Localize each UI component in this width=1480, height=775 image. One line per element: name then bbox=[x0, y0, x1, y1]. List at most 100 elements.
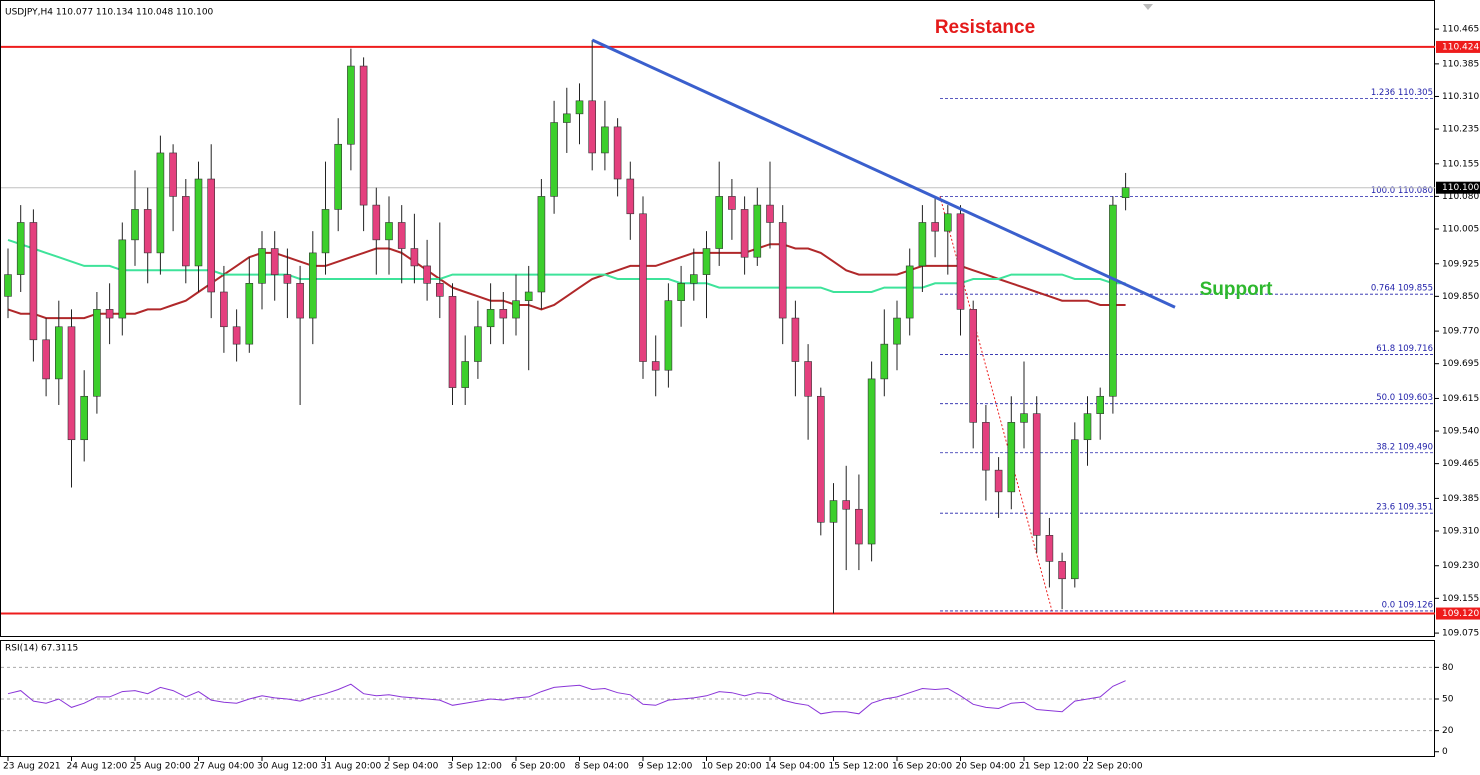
candle-body bbox=[1109, 204, 1117, 397]
candle-body bbox=[639, 213, 647, 362]
candle-body bbox=[410, 248, 419, 267]
candle-body bbox=[969, 309, 978, 423]
candle-body bbox=[67, 326, 76, 441]
resistance-label: Resistance bbox=[935, 17, 1035, 38]
candle-body bbox=[778, 222, 787, 319]
fib-label: 61.8 109.716 bbox=[1376, 344, 1433, 354]
candle-body bbox=[575, 100, 584, 115]
x-tick-label: 21 Sep 12:00 bbox=[1019, 762, 1079, 772]
candle-body bbox=[143, 209, 152, 254]
candle-body bbox=[1096, 395, 1104, 414]
candle-body bbox=[245, 283, 254, 345]
fib-label: 38.2 109.490 bbox=[1376, 442, 1433, 452]
x-tick-label: 3 Sep 12:00 bbox=[448, 762, 503, 772]
fib-label: 1.236 110.305 bbox=[1371, 88, 1433, 98]
y-tick-label: 109.465 bbox=[1442, 459, 1479, 469]
x-tick-label: 25 Aug 20:00 bbox=[130, 762, 191, 772]
candle-body bbox=[80, 395, 88, 441]
candle-body bbox=[372, 204, 381, 241]
rsi-label: RSI(14) 67.3115 bbox=[5, 644, 78, 654]
candle-body bbox=[118, 239, 127, 319]
candle-body bbox=[880, 343, 889, 380]
candle-body bbox=[499, 309, 508, 319]
candle-body bbox=[1121, 187, 1130, 199]
moving-average bbox=[7, 243, 1126, 320]
y-tick-label: 109.385 bbox=[1442, 494, 1479, 504]
candle-body bbox=[385, 222, 393, 241]
candle-body bbox=[4, 274, 12, 297]
candle-body bbox=[270, 248, 279, 275]
candle-body bbox=[893, 317, 901, 345]
candle-body bbox=[829, 500, 838, 523]
x-tick-label: 27 Aug 04:00 bbox=[194, 762, 255, 772]
candle-body bbox=[512, 300, 520, 319]
candle-body bbox=[867, 378, 876, 545]
candle-body bbox=[918, 222, 927, 267]
level-label: 109.120 bbox=[1442, 609, 1479, 619]
y-tick-label: 109.850 bbox=[1442, 292, 1479, 302]
candle-body bbox=[1020, 413, 1028, 423]
candle-body bbox=[448, 296, 457, 388]
candle-body bbox=[182, 196, 190, 267]
candle-body bbox=[804, 361, 812, 397]
candle-body bbox=[677, 283, 685, 301]
candle-body bbox=[207, 178, 215, 293]
candle-body bbox=[689, 274, 698, 284]
candle-body bbox=[651, 361, 660, 371]
rsi-tick-label: 50 bbox=[1442, 695, 1454, 705]
main-pane bbox=[0, 0, 1435, 637]
candle-body bbox=[435, 283, 444, 297]
candle-body bbox=[816, 395, 825, 523]
x-tick-label: 6 Sep 20:00 bbox=[511, 762, 566, 772]
x-tick-label: 15 Sep 12:00 bbox=[829, 762, 889, 772]
candle-body bbox=[956, 213, 965, 310]
chart-title: USDJPY,H4 110.077 110.134 110.048 110.10… bbox=[5, 8, 214, 18]
y-tick-label: 110.310 bbox=[1442, 92, 1479, 102]
candle-body bbox=[194, 178, 203, 267]
candle-body bbox=[766, 204, 774, 223]
rsi-line bbox=[7, 680, 1126, 715]
y-tick-label: 109.695 bbox=[1442, 359, 1479, 369]
y-tick-label: 109.155 bbox=[1442, 594, 1479, 604]
candle-body bbox=[54, 326, 63, 380]
candle-body bbox=[905, 265, 914, 319]
x-tick-label: 10 Sep 20:00 bbox=[702, 762, 762, 772]
candle-body bbox=[588, 100, 597, 154]
y-tick-label: 110.385 bbox=[1442, 59, 1479, 69]
candle-body bbox=[423, 265, 431, 284]
candle-body bbox=[156, 152, 165, 254]
candle-body bbox=[93, 309, 101, 397]
y-tick-label: 110.155 bbox=[1442, 159, 1479, 169]
candle-body bbox=[105, 309, 114, 319]
candle-body bbox=[321, 209, 330, 254]
rsi-tick-label: 20 bbox=[1442, 726, 1454, 736]
candle-body bbox=[169, 152, 177, 197]
y-tick-label: 109.615 bbox=[1442, 394, 1479, 404]
candle-body bbox=[486, 309, 495, 328]
candle-body bbox=[1071, 439, 1079, 580]
candle-body bbox=[562, 113, 571, 123]
moving-average bbox=[7, 238, 1126, 293]
shift-marker bbox=[1143, 4, 1153, 10]
fib-label: 50.0 109.603 bbox=[1376, 393, 1433, 403]
candle-body bbox=[664, 300, 673, 371]
candle-body bbox=[537, 196, 546, 293]
trendline bbox=[591, 38, 1176, 309]
x-tick-label: 2 Sep 04:00 bbox=[384, 762, 439, 772]
y-tick-label: 109.770 bbox=[1442, 327, 1479, 337]
candle-body bbox=[1007, 422, 1016, 493]
y-tick-label: 110.465 bbox=[1442, 25, 1479, 35]
y-tick-label: 109.075 bbox=[1442, 629, 1479, 639]
x-tick-label: 9 Sep 12:00 bbox=[638, 762, 693, 772]
candle-body bbox=[842, 500, 851, 510]
candle-body bbox=[16, 222, 25, 275]
candle-body bbox=[740, 209, 749, 258]
fib-label: 23.6 109.351 bbox=[1376, 503, 1433, 513]
y-tick-label: 110.080 bbox=[1442, 192, 1479, 202]
candle-body bbox=[334, 143, 343, 210]
level-label: 110.100 bbox=[1442, 183, 1479, 193]
rsi-tick-label: 80 bbox=[1442, 663, 1454, 673]
x-tick-label: 31 Aug 20:00 bbox=[321, 762, 382, 772]
